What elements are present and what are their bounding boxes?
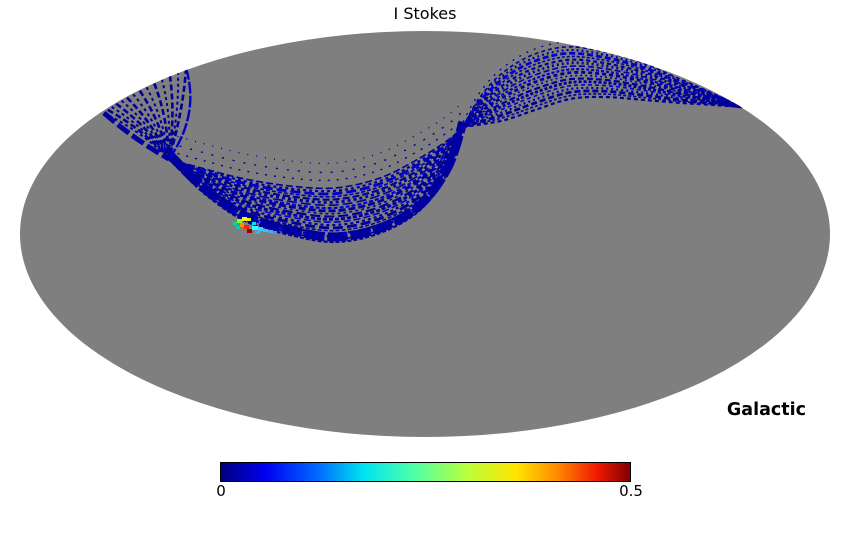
- colorbar-max-label: 0.5: [619, 482, 643, 500]
- colorbar-gradient: [220, 462, 631, 482]
- unseen-sky-ellipse: [20, 31, 830, 437]
- point-source: [233, 217, 277, 234]
- scan-band: [102, 41, 743, 244]
- coordinate-system-label: Galactic: [726, 400, 806, 420]
- mollweide-sky-map: [20, 31, 830, 437]
- map-title: I Stokes: [393, 4, 457, 23]
- colorbar-min-label: 0: [216, 482, 226, 500]
